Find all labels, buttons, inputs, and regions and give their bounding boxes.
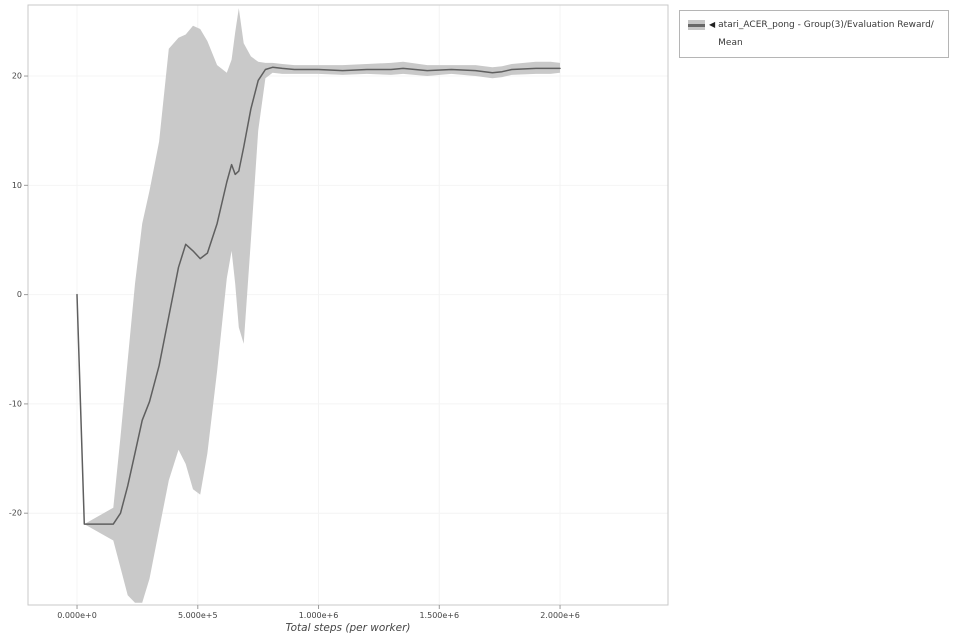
y-tick-label: 0: [17, 290, 22, 299]
legend-box[interactable]: ◀ atari_ACER_pong - Group(3)/Evaluation …: [679, 10, 949, 58]
x-tick-label: 1.000e+6: [299, 611, 339, 620]
reward-plot: 0.000e+0 5.000e+5 1.000e+6 1.500e+6 2.000e+6…: [9, 4, 669, 620]
x-tick-label: 1.500e+6: [419, 611, 459, 620]
x-tick-label: 2.000e+6: [540, 611, 580, 620]
mean-line: [76, 66, 561, 525]
plot-border: [27, 4, 669, 606]
legend-swatch-band: [688, 20, 705, 30]
confidence-band: [77, 8, 560, 603]
y-tick-label: 20: [12, 72, 22, 81]
x-axis-title: Total steps (per worker): [285, 622, 411, 634]
legend-swatch-line: [688, 23, 705, 27]
legend-item-label[interactable]: atari_ACER_pong - Group(3)/Evaluation Re…: [718, 20, 934, 48]
y-tick-label: -20: [9, 509, 22, 518]
x-tick-label: 5.000e+5: [178, 611, 218, 620]
legend-collapse-icon[interactable]: ◀: [709, 20, 716, 29]
y-tick-label: 10: [12, 181, 22, 190]
x-tick-label: 0.000e+0: [57, 611, 97, 620]
y-tick-label: -10: [9, 399, 22, 408]
